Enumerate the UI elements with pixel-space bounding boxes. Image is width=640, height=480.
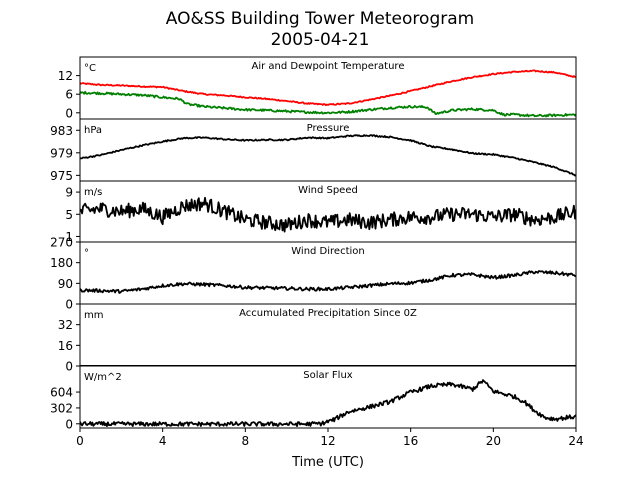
y-tick-label-precip-2: 32: [58, 318, 73, 332]
unit-label-wind_direction: °: [84, 248, 89, 259]
x-axis-label: Time (UTC): [291, 455, 364, 470]
y-tick-label-wind_speed-2: 9: [65, 186, 73, 200]
y-tick-label-solar-2: 604: [50, 386, 73, 400]
y-tick-label-wind_direction-3: 270: [50, 236, 73, 250]
series-line-solar-0: [80, 379, 576, 427]
y-tick-label-wind_direction-0: 0: [65, 298, 73, 312]
y-tick-label-wind_direction-1: 90: [58, 277, 73, 291]
x-tick-label-0: 0: [76, 434, 84, 448]
y-tick-label-pressure-2: 983: [50, 124, 73, 138]
unit-label-wind_speed: m/s: [84, 187, 102, 198]
x-tick-label-1: 4: [159, 434, 167, 448]
series-line-wind_speed-0: [80, 196, 576, 233]
y-tick-label-wind_direction-2: 180: [50, 256, 73, 270]
y-tick-label-solar-0: 0: [65, 417, 73, 431]
y-tick-label-pressure-1: 979: [50, 146, 73, 160]
panels-group: 0 6 12 °C Air and Dewpoint Temperature 975 979…: [50, 56, 577, 431]
y-tick-label-pressure-0: 975: [50, 169, 73, 183]
panel-title-precip: Accumulated Precipitation Since 0Z: [239, 308, 417, 319]
panel-wind_speed: 1 5 9 m/s Wind Speed: [65, 180, 577, 244]
series-line-temp-0: [80, 69, 576, 107]
y-tick-label-precip-1: 16: [58, 339, 73, 353]
panel-title-wind_speed: Wind Speed: [298, 185, 358, 196]
panel-title-wind_direction: Wind Direction: [291, 246, 365, 257]
unit-label-temp: °C: [84, 63, 96, 74]
x-tick-label-3: 12: [320, 434, 335, 448]
panel-pressure: 975 979 983 hPa Pressure: [50, 118, 577, 183]
y-tick-label-temp-0: 0: [65, 106, 73, 120]
panel-temp: 0 6 12 °C Air and Dewpoint Temperature: [58, 56, 577, 120]
series-line-pressure-0: [80, 134, 576, 177]
series-line-wind_direction-0: [80, 270, 576, 294]
x-tick-label-5: 20: [486, 434, 501, 448]
series-line-temp-1: [80, 90, 576, 118]
unit-label-pressure: hPa: [84, 125, 102, 136]
y-tick-label-wind_speed-1: 5: [65, 208, 73, 222]
panel-title-temp: Air and Dewpoint Temperature: [252, 61, 405, 72]
panel-wind_direction: 0 90 180 270 ° Wind Direction: [50, 236, 577, 312]
unit-label-precip: mm: [84, 310, 103, 321]
panel-precip: 0 16 32 mm Accumulated Precipitation Since 0…: [58, 303, 577, 374]
x-axis: 0 4 8 12 16 20 24: [76, 428, 584, 448]
chart-date: 2005-04-21: [271, 30, 370, 50]
y-tick-label-temp-1: 6: [65, 88, 73, 102]
panel-title-pressure: Pressure: [307, 123, 350, 134]
chart-title: AO&SS Building Tower Meteorogram: [166, 9, 474, 29]
y-tick-label-precip-0: 0: [65, 360, 73, 374]
y-tick-label-temp-2: 12: [58, 69, 73, 83]
y-tick-label-wind_speed-0: 1: [65, 230, 73, 244]
x-tick-label-2: 8: [242, 434, 250, 448]
unit-label-solar: W/m^2: [84, 372, 122, 383]
panel-title-solar: Solar Flux: [303, 370, 353, 381]
y-tick-label-solar-1: 302: [50, 401, 73, 415]
x-tick-label-6: 24: [568, 434, 583, 448]
x-tick-label-4: 16: [403, 434, 418, 448]
